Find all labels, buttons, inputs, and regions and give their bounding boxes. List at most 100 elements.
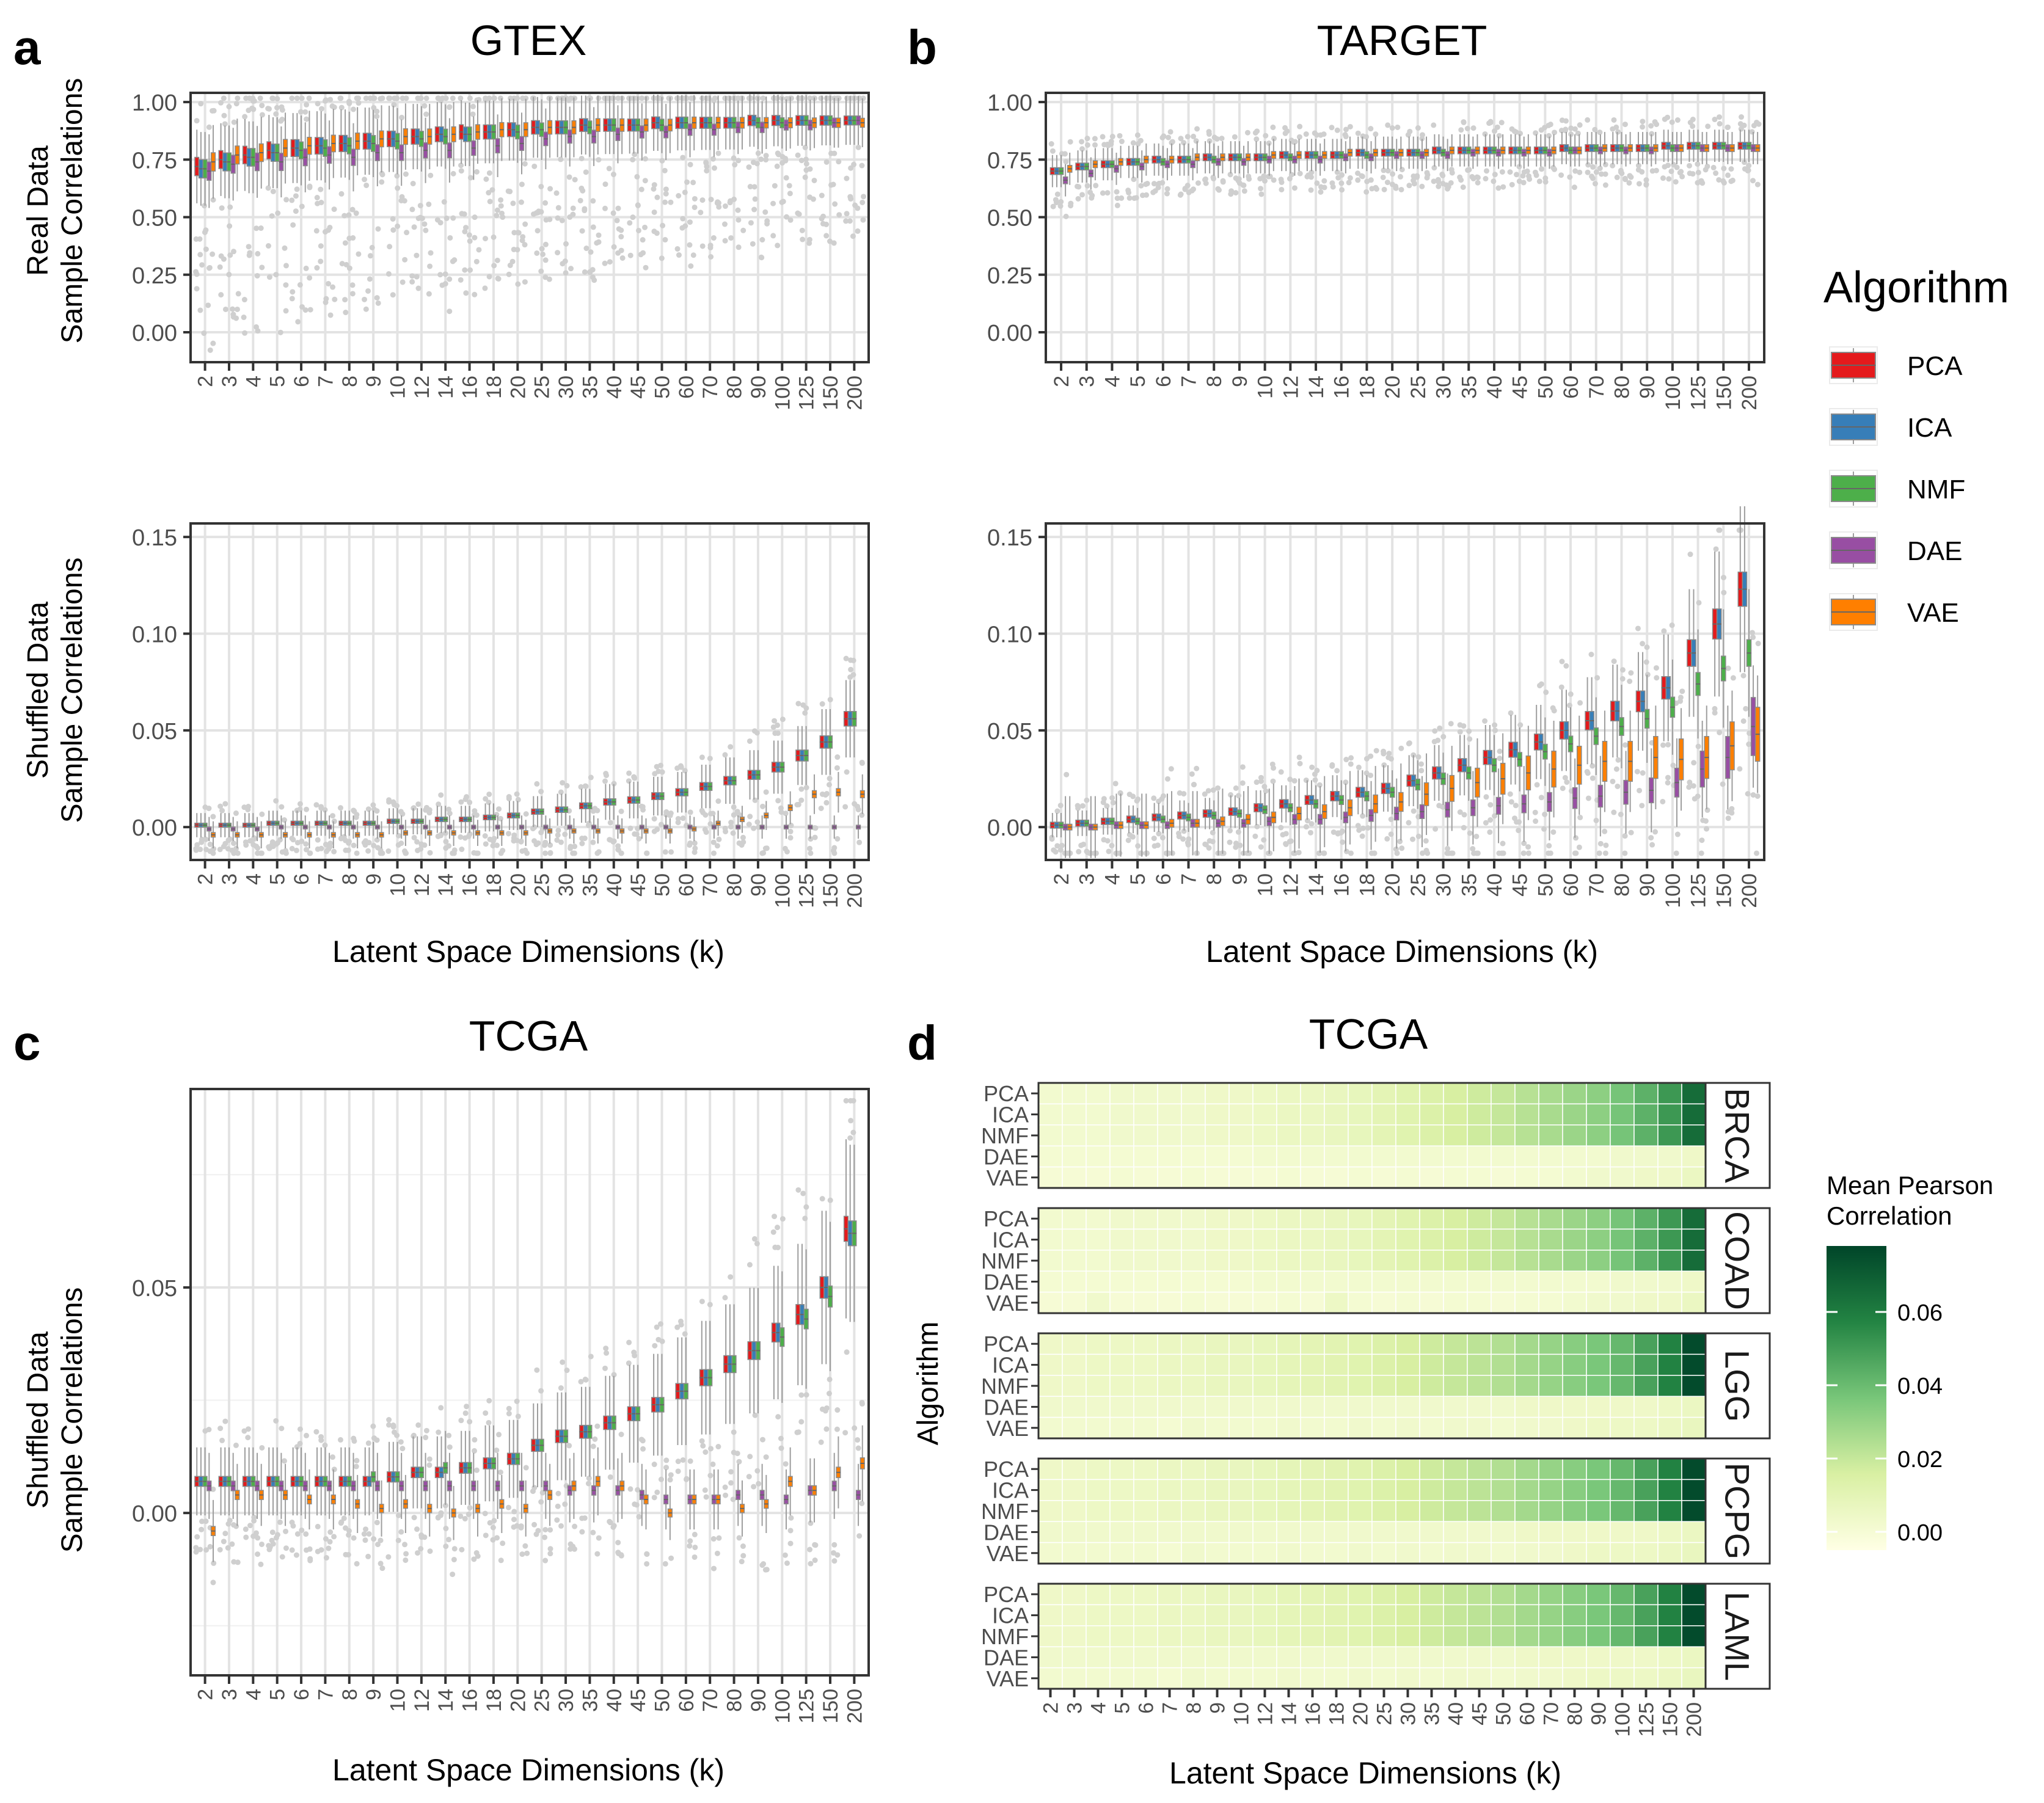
outlier-point [844, 175, 850, 181]
outlier-point [1261, 784, 1268, 790]
outlier-point [1597, 129, 1603, 136]
outlier-point [1611, 809, 1617, 815]
x-tick-label: 30 [1433, 873, 1456, 897]
outlier-point [1109, 795, 1115, 801]
outlier-point [759, 803, 765, 809]
outlier-point [611, 1372, 617, 1378]
outlier-point [798, 1419, 805, 1425]
outlier-point [802, 174, 808, 180]
outlier-point [378, 1561, 384, 1567]
x-tick-label: 8 [338, 376, 362, 387]
plot-target-real: 0.000.250.500.751.002 3 4 5 6 7 8 9 10 12 14 16 18 20… [987, 90, 1765, 410]
outlier-point [1137, 137, 1144, 144]
outlier-point [1314, 180, 1320, 186]
outlier-point [246, 244, 252, 250]
outlier-point [746, 164, 752, 170]
outlier-point [323, 1555, 329, 1561]
outlier-point [505, 1504, 511, 1510]
outlier-point [1713, 546, 1719, 552]
outlier-point [540, 251, 546, 257]
outlier-point [555, 828, 561, 834]
outlier-point [1721, 589, 1727, 596]
outlier-point [728, 744, 734, 750]
outlier-point [1577, 814, 1583, 820]
outlier-point [1388, 831, 1394, 837]
outlier-point [197, 252, 203, 258]
outlier-point [589, 267, 596, 273]
outlier-point [1577, 122, 1583, 128]
outlier-point [218, 100, 224, 106]
outlier-point [297, 282, 303, 288]
x-tick-label: 30 [555, 376, 578, 399]
outlier-point [467, 1505, 473, 1511]
outlier-point [303, 841, 309, 847]
outlier-point [207, 841, 213, 847]
outlier-point [409, 206, 415, 213]
x-tick-label: 10 [387, 1689, 410, 1712]
y-tick-label: 0.00 [132, 321, 177, 346]
outlier-point [279, 1426, 285, 1432]
outlier-point [1109, 842, 1115, 848]
outlier-point [722, 825, 728, 831]
outlier-point [1448, 180, 1454, 186]
outlier-point [1246, 176, 1252, 182]
outlier-point [1725, 172, 1731, 178]
outlier-point [1168, 766, 1174, 772]
outlier-point [1750, 178, 1756, 184]
outlier-point [802, 144, 808, 150]
outlier-point [1611, 117, 1617, 123]
outlier-point [688, 263, 694, 269]
outlier-point [1593, 817, 1599, 823]
outlier-point [1254, 136, 1260, 142]
outlier-point [1432, 728, 1438, 734]
outlier-point [210, 850, 216, 856]
outlier-point [1297, 170, 1303, 177]
outlier-point [1339, 187, 1345, 193]
x-tick-label: 10 [387, 376, 410, 399]
outlier-point [783, 1461, 789, 1467]
outlier-point [1371, 850, 1378, 856]
outlier-point [692, 1554, 698, 1560]
outlier-point [486, 170, 492, 176]
outlier-point [850, 1129, 856, 1135]
outlier-point [1615, 783, 1621, 789]
outlier-point [395, 832, 401, 839]
outlier-point [1279, 179, 1285, 185]
outlier-point [243, 1526, 249, 1532]
outlier-point [327, 97, 334, 103]
outlier-point [1648, 835, 1654, 841]
x-tick-label: 5 [266, 873, 290, 885]
outlier-point [1374, 186, 1380, 192]
outlier-point [626, 1360, 632, 1366]
outlier-point [1193, 138, 1199, 144]
outlier-point [363, 182, 370, 188]
outlier-point [798, 797, 805, 803]
outlier-point [1414, 174, 1420, 180]
outlier-point [547, 216, 553, 222]
outlier-point [710, 97, 717, 103]
outlier-point [318, 186, 324, 192]
outlier-point [210, 251, 216, 257]
outlier-point [662, 849, 668, 855]
outlier-point [1194, 126, 1200, 132]
outlier-point [467, 800, 473, 806]
outlier-point [810, 196, 816, 202]
outlier-point [411, 1432, 417, 1438]
y-tick-label: 0.00 [987, 815, 1032, 841]
outlier-point [710, 1461, 716, 1467]
outlier-point [662, 237, 668, 243]
outlier-point [293, 1552, 299, 1558]
outlier-point [374, 1437, 380, 1443]
outlier-point [318, 845, 324, 851]
y-tick-label: 0.10 [987, 622, 1032, 648]
outlier-point [362, 177, 368, 183]
outlier-point [687, 1458, 693, 1464]
outlier-point [607, 1518, 613, 1524]
outlier-point [338, 1520, 344, 1526]
outlier-point [579, 840, 585, 847]
outlier-point [1411, 808, 1417, 814]
outlier-point [1363, 134, 1370, 140]
outlier-point [483, 95, 489, 101]
outlier-point [728, 1274, 734, 1280]
outlier-point [289, 197, 295, 203]
